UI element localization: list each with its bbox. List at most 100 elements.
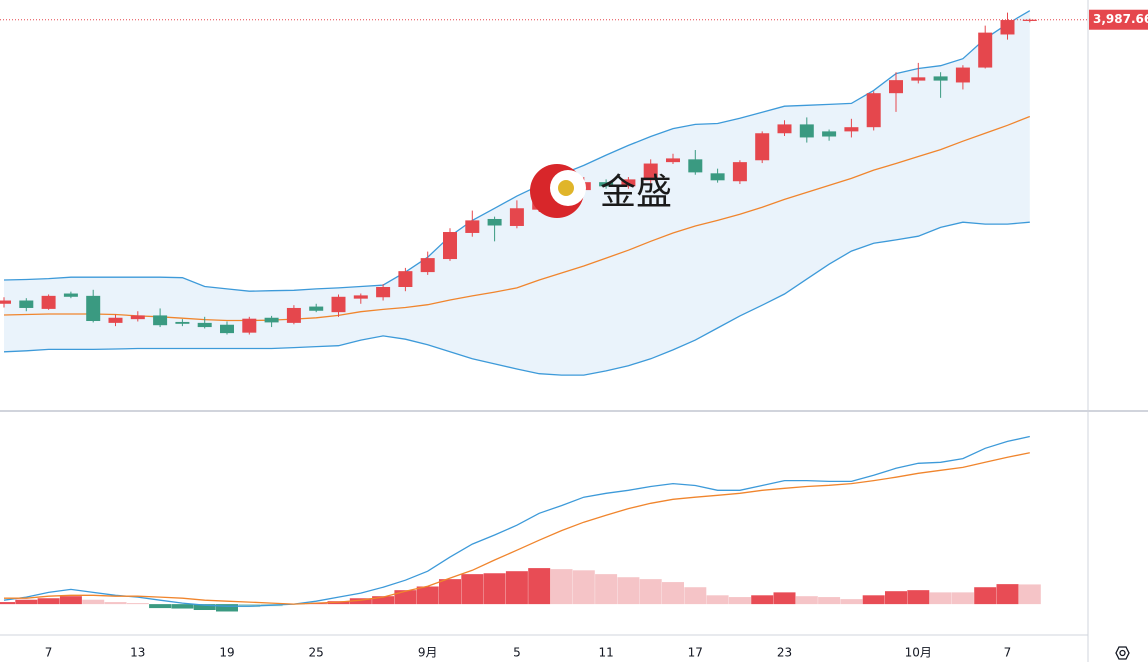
histogram-bar [505, 571, 528, 605]
candle-body [1000, 20, 1015, 35]
watermark: 金盛 [600, 172, 672, 213]
histogram-bar [996, 584, 1019, 605]
settings-hex[interactable] [1115, 646, 1130, 660]
histogram-bar [550, 569, 573, 605]
histogram-bar [1018, 584, 1041, 605]
x-tick-label: 7 [45, 646, 53, 660]
x-tick-label: 23 [777, 646, 792, 660]
candle-body [63, 293, 78, 297]
candle-body [643, 163, 658, 181]
histogram-bar [885, 591, 907, 605]
histogram-bar [216, 604, 238, 612]
candle-body [286, 307, 301, 323]
histogram-bar [728, 597, 751, 605]
x-tick-label: 25 [309, 646, 324, 660]
candle-body [777, 124, 792, 134]
candle-body [264, 317, 279, 323]
candle-body [955, 67, 970, 83]
settings-icon[interactable] [1115, 646, 1130, 660]
candle-body [86, 295, 101, 322]
histogram-bar [193, 604, 216, 611]
histogram-bar [394, 590, 417, 605]
candle-body [309, 306, 324, 311]
candle-body [487, 218, 502, 226]
candle-body [889, 80, 903, 94]
histogram-bar [15, 599, 38, 605]
x-tick-label: 19 [219, 646, 234, 660]
candle-body [509, 208, 524, 226]
candle-body [19, 300, 34, 308]
histogram-bar [461, 574, 484, 605]
watermark-logo: 金盛 [530, 164, 672, 218]
x-tick-label: 17 [688, 646, 703, 660]
histogram-bar [171, 604, 194, 609]
histogram-bar [104, 602, 127, 605]
axis-layer: 3,987.66 7 13 19 25 9月 5 11 17 23 10月 7 [45, 9, 1148, 660]
candle-body [108, 317, 123, 323]
x-tick-label: 9月 [418, 646, 438, 660]
last-price-label: 3,987.66 [1093, 12, 1148, 26]
histogram-bar [126, 603, 149, 605]
histogram-bar [483, 573, 506, 605]
candle-body [866, 93, 881, 128]
histogram-bar [639, 579, 662, 605]
candle-body [0, 300, 11, 304]
x-tick-label: 13 [130, 646, 145, 660]
histogram-bar [773, 592, 796, 605]
settings-dot[interactable] [1119, 649, 1126, 657]
candle-body [911, 77, 926, 81]
x-tick-label: 11 [598, 646, 613, 660]
histogram-bar [974, 587, 997, 605]
candle-body [732, 162, 747, 182]
candle-body [420, 258, 435, 273]
histogram-bar [862, 595, 885, 605]
histogram-bar [706, 595, 729, 605]
histogram-bar [59, 596, 82, 605]
histogram-bar [572, 570, 595, 605]
logo-ball [558, 180, 574, 196]
band-line [3, 115, 1031, 322]
candle-body [220, 324, 234, 334]
candle-body [822, 131, 837, 137]
histogram-bar [662, 582, 684, 605]
candle-body [242, 318, 257, 333]
candle-body [621, 179, 636, 187]
band-line [3, 221, 1030, 376]
histogram-bar [840, 599, 863, 605]
histogram-bar [37, 598, 60, 605]
histogram-bar [0, 602, 15, 605]
histogram-bar [818, 597, 841, 605]
indicator-line [3, 435, 1030, 607]
x-tick-label: 7 [1004, 646, 1012, 660]
histogram-bar [439, 579, 461, 605]
candle-body [398, 271, 413, 287]
candle-body [599, 182, 614, 187]
histogram-bar [349, 598, 372, 605]
candle-body [353, 295, 368, 299]
x-tick-label: 5 [513, 646, 521, 660]
candle-body [710, 173, 725, 181]
indicator-line [4, 452, 1030, 605]
candle-body [666, 158, 680, 163]
candle-body [41, 295, 56, 309]
candle-body [443, 232, 457, 260]
histogram-bar [372, 596, 395, 605]
histogram-bar [149, 604, 172, 609]
band-line [3, 10, 1031, 292]
candle-body [978, 32, 993, 68]
histogram-bar [795, 596, 818, 605]
candle-body [197, 322, 212, 328]
candle-body [933, 76, 948, 81]
histogram-bar [595, 574, 618, 605]
candle-body [1022, 19, 1037, 21]
candle-body [844, 127, 859, 132]
histogram-bar [684, 587, 707, 605]
histogram-bar [416, 586, 439, 605]
candle-body [130, 315, 145, 320]
band-fill [4, 10, 1030, 376]
candle-body [153, 315, 168, 326]
plot-layer [0, 10, 1088, 612]
candle-body [376, 287, 391, 298]
histogram-bar [929, 592, 952, 605]
